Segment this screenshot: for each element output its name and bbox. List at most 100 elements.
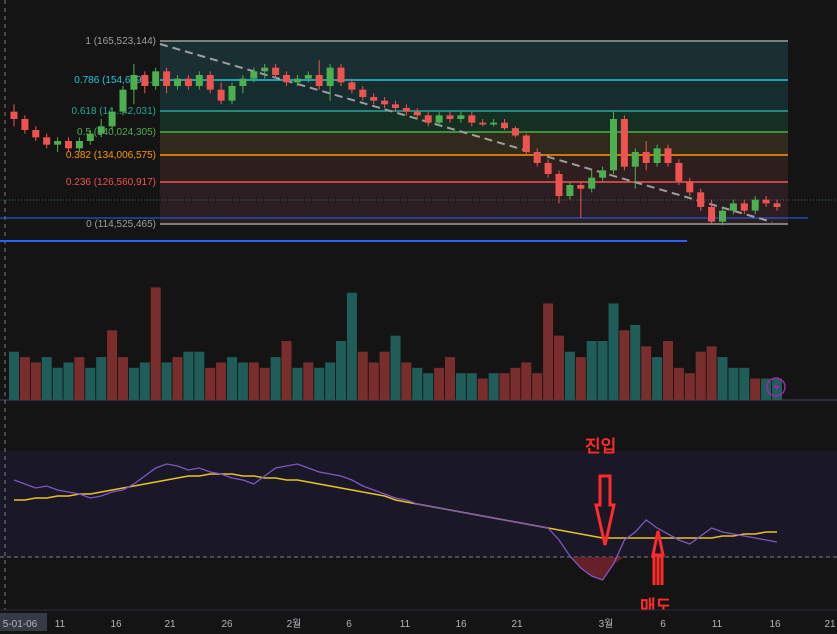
candle[interactable]	[239, 78, 247, 86]
volume-bar	[314, 367, 325, 400]
candle[interactable]	[130, 75, 138, 90]
volume-bar	[564, 351, 575, 400]
x-axis-tick-label: 5-01-06	[3, 619, 38, 630]
candle[interactable]	[97, 126, 105, 134]
candle[interactable]	[272, 67, 280, 75]
candle[interactable]	[348, 82, 356, 90]
candle[interactable]	[206, 75, 214, 90]
candlestick-series[interactable]	[10, 60, 781, 226]
x-axis-tick-label: 11	[712, 619, 723, 630]
candle[interactable]	[195, 75, 203, 86]
x-axis-tick-label: 11	[55, 619, 66, 630]
volume-bar	[303, 362, 314, 400]
candle[interactable]	[119, 89, 127, 112]
lightning-icon[interactable]	[766, 377, 786, 397]
candle[interactable]	[697, 192, 705, 207]
candle[interactable]	[708, 207, 716, 222]
candle[interactable]	[675, 163, 683, 182]
candle[interactable]	[261, 67, 269, 72]
candle[interactable]	[152, 71, 160, 86]
candle[interactable]	[479, 122, 487, 125]
fib-zone-fill	[160, 182, 788, 224]
candle[interactable]	[65, 141, 72, 149]
candle[interactable]	[141, 75, 149, 86]
volume-bar	[412, 367, 423, 400]
time-axis[interactable]	[0, 610, 837, 634]
volume-bar	[270, 357, 281, 400]
candle[interactable]	[501, 122, 508, 129]
candle[interactable]	[163, 71, 171, 86]
candle[interactable]	[392, 104, 399, 108]
candle[interactable]	[424, 115, 432, 123]
candle[interactable]	[457, 115, 465, 119]
candle[interactable]	[75, 141, 83, 149]
candle[interactable]	[413, 111, 421, 116]
candle[interactable]	[184, 78, 192, 86]
volume-bar	[673, 367, 684, 400]
oscillator-negative-fill	[14, 557, 777, 580]
candle[interactable]	[370, 97, 378, 101]
candle[interactable]	[283, 75, 290, 83]
oscillator-line	[13, 463, 778, 581]
candle[interactable]	[686, 181, 694, 193]
candle[interactable]	[402, 108, 410, 112]
candle[interactable]	[86, 133, 94, 141]
volume-bar	[237, 362, 248, 400]
volume-bar	[52, 367, 63, 400]
candle[interactable]	[588, 177, 596, 189]
trend-line-dashed[interactable]	[159, 43, 773, 223]
volume-bar	[161, 362, 172, 400]
candle[interactable]	[43, 137, 51, 145]
candle[interactable]	[228, 86, 236, 101]
candle[interactable]	[108, 111, 116, 127]
fibonacci-retracement[interactable]: 1 (165,523,144) 0.786 (154,609,...) 0.618 …	[66, 36, 788, 230]
candle[interactable]	[217, 89, 225, 101]
candle[interactable]	[729, 203, 737, 211]
candle[interactable]	[719, 210, 726, 222]
candle[interactable]	[54, 141, 62, 145]
candle[interactable]	[490, 122, 498, 125]
candle[interactable]	[10, 111, 18, 119]
candle[interactable]	[511, 128, 519, 136]
candle[interactable]	[610, 119, 617, 171]
candle[interactable]	[337, 67, 345, 83]
candle[interactable]	[250, 71, 258, 79]
entry-label: 진입	[585, 437, 616, 457]
candle[interactable]	[620, 119, 628, 167]
candle[interactable]	[174, 78, 181, 86]
candle[interactable]	[642, 152, 650, 163]
candle[interactable]	[631, 152, 639, 167]
candle[interactable]	[435, 115, 443, 123]
fib-level-label: 0.786 (154,609,...)	[74, 75, 156, 86]
candle[interactable]	[599, 170, 607, 178]
candle[interactable]	[544, 163, 552, 174]
candle[interactable]	[446, 115, 454, 119]
volume-bar	[455, 373, 466, 400]
candle[interactable]	[740, 203, 748, 211]
candle[interactable]	[555, 174, 563, 196]
candle[interactable]	[566, 185, 574, 196]
candle[interactable]	[773, 203, 781, 207]
candle[interactable]	[762, 199, 770, 204]
candle[interactable]	[381, 100, 389, 105]
candle[interactable]	[326, 67, 334, 86]
fib-level-label: 0.382 (134,006,575)	[66, 150, 156, 161]
candle[interactable]	[664, 148, 672, 163]
candle[interactable]	[653, 148, 661, 163]
candle[interactable]	[359, 89, 367, 97]
time-axis-highlight	[0, 613, 47, 631]
candle[interactable]	[21, 119, 29, 130]
candle[interactable]	[533, 152, 541, 163]
candle[interactable]	[293, 78, 301, 83]
candle[interactable]	[751, 199, 759, 211]
candle[interactable]	[32, 130, 40, 138]
x-axis-tick-label: 26	[221, 619, 233, 630]
candle[interactable]	[304, 75, 312, 79]
volume-bar	[652, 357, 663, 400]
x-axis-tick-label: 16	[110, 619, 122, 630]
candle[interactable]	[468, 115, 476, 123]
candle[interactable]	[315, 75, 323, 86]
candle[interactable]	[577, 185, 585, 189]
candle[interactable]	[522, 135, 530, 153]
